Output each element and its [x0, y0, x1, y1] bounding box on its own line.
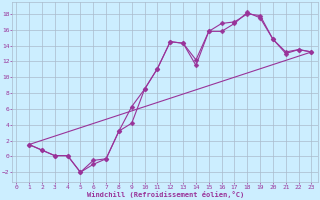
X-axis label: Windchill (Refroidissement éolien,°C): Windchill (Refroidissement éolien,°C)	[86, 191, 244, 198]
